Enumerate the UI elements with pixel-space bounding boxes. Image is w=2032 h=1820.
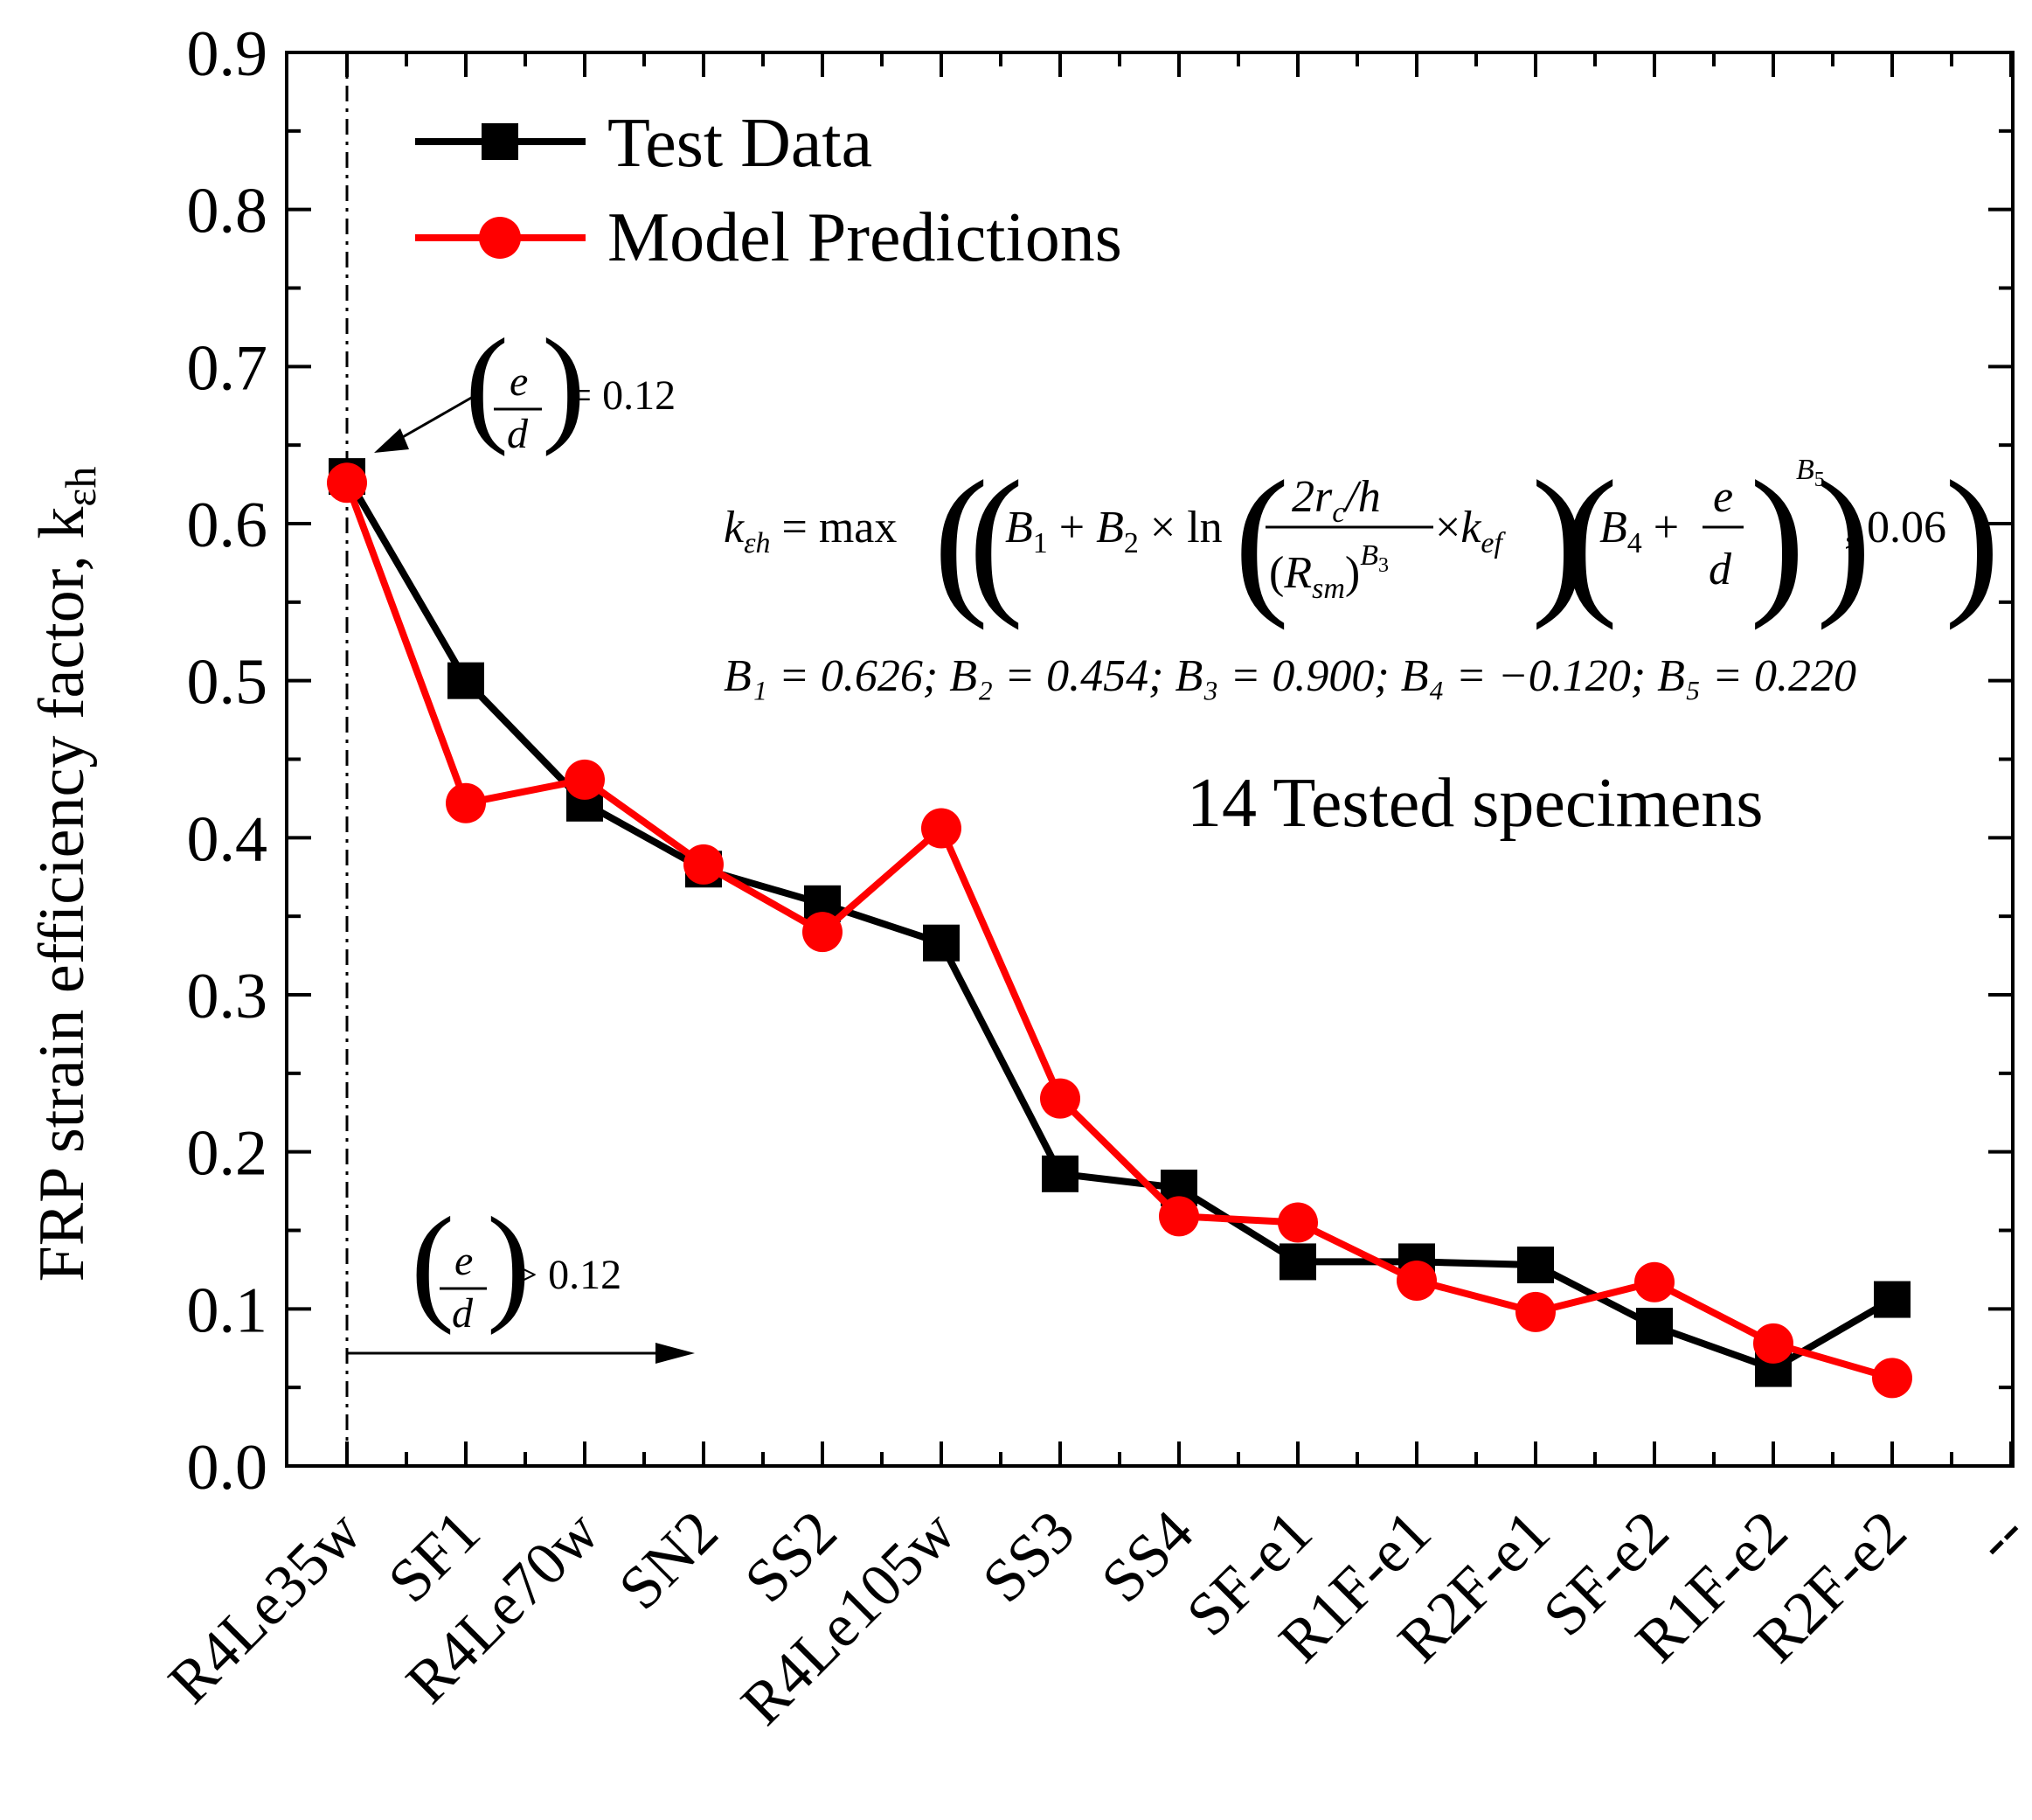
model-equation: kεh = max ( ( B1 + B2 × ln ( 2rc/h (Rsm)… (724, 448, 2000, 631)
test-data-point (447, 662, 484, 699)
legend-marker-model (479, 217, 521, 259)
y-tick-label: 0.1 (187, 1275, 268, 1346)
eq-paren-8: ) (1945, 448, 2000, 631)
y-axis-title: FRP strain efficiency factor, kεh (26, 467, 105, 1282)
model-prediction-point (1753, 1323, 1793, 1364)
eq-paren-6: ) (1750, 448, 1805, 631)
y-tick-label: 0.6 (187, 490, 268, 561)
test-data-point (1517, 1247, 1554, 1284)
x-category-label: R4Le105w (729, 1498, 969, 1739)
paren-left-2: ( (411, 1191, 454, 1336)
model-prediction-point (1159, 1196, 1199, 1237)
y-tick-label: 0.0 (187, 1432, 268, 1504)
model-prediction-point (446, 782, 486, 823)
eq-b1b2: B1 + B2 × ln (1005, 503, 1223, 559)
test-data-point (923, 924, 960, 962)
eq-paren-4: ) (1531, 448, 1586, 631)
y-tick-label: 0.2 (187, 1118, 268, 1190)
paren-left: ( (465, 312, 509, 457)
paren-right: ) (542, 312, 586, 457)
ann-gt-arrowhead (655, 1343, 695, 1364)
model-prediction-point (1040, 1078, 1080, 1119)
model-prediction-point (683, 844, 724, 885)
y-axis-title-sub: εh (56, 467, 105, 507)
y-axis-title-text: FRP strain efficiency factor, k (26, 507, 98, 1282)
ann-e: e (510, 358, 528, 405)
y-tick-label: 0.9 (187, 18, 268, 90)
eq-paren-3: ( (1234, 448, 1289, 631)
eq-tail: , 0.06 (1844, 503, 1946, 552)
model-prediction-point (1278, 1202, 1318, 1243)
eq-b5-sup: B5 (1796, 454, 1825, 491)
y-tick-label: 0.3 (187, 961, 268, 1032)
eq-num: 2rc/h (1292, 472, 1381, 529)
model-prediction-point (327, 462, 367, 504)
eq-d: d (1709, 545, 1732, 594)
test-data-point (1874, 1281, 1911, 1318)
model-prediction-point (1872, 1358, 1912, 1399)
legend-label-test: Test Data (607, 105, 872, 182)
eq-b4: B4 + (1599, 503, 1679, 559)
y-tick-label: 0.7 (187, 332, 268, 404)
model-prediction-point (565, 759, 605, 800)
x-category-label: R4Le35w (156, 1498, 375, 1717)
legend-label-model: Model Predictions (607, 199, 1122, 276)
x-category-label: -- (1962, 1498, 2032, 1574)
eq-lhs: kεh = max (724, 503, 897, 559)
eq-den: (Rsm)B3 (1269, 539, 1389, 605)
eq-paren-7: ) (1816, 448, 1871, 631)
ann-eq-value: = 0.12 (568, 372, 676, 419)
test-data-point (1636, 1308, 1673, 1345)
eq-paren-5: ( (1563, 448, 1618, 631)
test-data-point (1042, 1155, 1078, 1192)
y-tick-label: 0.4 (187, 803, 268, 875)
x-category-label: SS3 (970, 1498, 1087, 1615)
coefficients-text: B₁ = 0.626; B₂ = 0.454; B₃ = 0.900; B₄ =… (724, 651, 1856, 701)
eq-paren-2: ( (968, 448, 1023, 631)
eq-kef: ×kef (1435, 503, 1507, 559)
ann2-d: d (452, 1290, 474, 1337)
x-category-label: SN2 (607, 1498, 731, 1622)
model-prediction-point (1397, 1260, 1437, 1301)
y-axis: 0.0 0.1 0.2 0.3 0.4 0.5 0.6 0.7 0.8 0.9 (187, 18, 2013, 1504)
legend: Test Data Model Predictions (415, 105, 1122, 276)
model-prediction-point (1634, 1261, 1675, 1302)
test-data-point (1280, 1243, 1316, 1281)
ann-d: d (507, 411, 529, 457)
series-line-1 (343, 481, 1894, 1382)
eq-paren-1: ( (933, 448, 988, 631)
specimens-note: 14 Tested specimens (1187, 765, 1763, 842)
threshold-gt-annotation: ( e d ) > 0.12 (347, 1191, 695, 1364)
series-layer (327, 458, 1912, 1399)
ann-eq-arrowhead (374, 428, 409, 453)
ann2-gt-value: > 0.12 (514, 1252, 621, 1298)
series-line-0 (343, 475, 1895, 1372)
legend-marker-test (482, 123, 518, 160)
y-tick-label: 0.8 (187, 176, 268, 247)
model-prediction-point (1515, 1291, 1556, 1332)
y-tick-label: 0.5 (187, 647, 268, 719)
ann2-e: e (454, 1238, 473, 1284)
eq-e: e (1713, 472, 1733, 522)
threshold-eq-annotation: ( e d ) = 0.12 (374, 312, 676, 457)
model-prediction-point (921, 808, 961, 849)
paren-right-2: ) (487, 1191, 531, 1336)
model-prediction-point (802, 912, 843, 953)
ann-eq-arrow (394, 392, 480, 443)
